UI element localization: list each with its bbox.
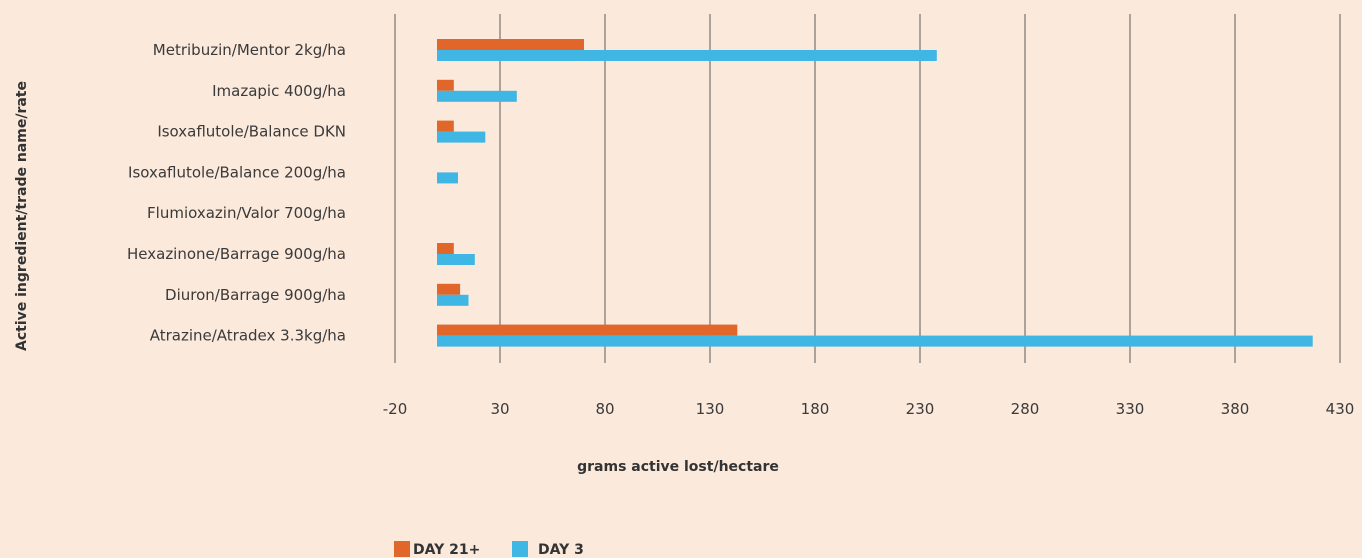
x-tick-label: 280 (1011, 400, 1040, 418)
category-label: Atrazine/Atradex 3.3kg/ha (150, 327, 346, 345)
x-tick-label: 380 (1221, 400, 1250, 418)
x-axis-title: grams active lost/hectare (577, 459, 779, 475)
bar-day-21 (437, 39, 584, 50)
bar-day-21 (437, 324, 738, 336)
bar-day-21 (437, 79, 454, 91)
x-tick-label: 130 (696, 400, 725, 418)
legend-label-day-3: DAY 3 (538, 542, 584, 558)
x-tick-label: 330 (1116, 400, 1145, 418)
bars (437, 39, 1313, 347)
category-label: Isoxaflutole/Balance DKN (157, 123, 346, 141)
category-label: Imazapic 400g/ha (212, 82, 346, 100)
legend-swatch-day-3 (512, 541, 528, 557)
category-label: Flumioxazin/Valor 700g/ha (147, 204, 346, 222)
labels: -20 30 80 130 180 230 280 330 380 430 Metribuzin/M… (127, 41, 1354, 418)
bar-day-3 (437, 90, 517, 102)
x-tick-label: 230 (906, 400, 935, 418)
bar-day-3 (437, 294, 469, 306)
grid-lines (394, 14, 1341, 363)
x-tick-label: -20 (383, 400, 408, 418)
x-tick-label: 30 (490, 400, 509, 418)
legend-swatch-day-21 (394, 541, 410, 557)
category-label: Isoxaflutole/Balance 200g/ha (128, 163, 346, 181)
bar-day-21 (437, 283, 461, 295)
category-label: Diuron/Barrage 900g/ha (165, 286, 346, 304)
legend-label-day-21: DAY 21+ (413, 542, 480, 558)
bar-day-21 (437, 243, 454, 254)
legend: DAY 21+ DAY 3 (394, 541, 584, 558)
x-tick-label: 180 (801, 400, 830, 418)
bar-day-3 (437, 335, 1313, 347)
bar-day-3 (437, 254, 475, 265)
category-label: Metribuzin/Mentor 2kg/ha (153, 41, 346, 59)
bar-day-3 (437, 131, 486, 143)
x-tick-label: 80 (595, 400, 614, 418)
y-axis-title: Active ingredient/trade name/rate (14, 81, 30, 351)
bar-day-3 (437, 172, 458, 184)
bar-day-21 (437, 120, 454, 132)
bar-day-3 (437, 50, 937, 61)
x-tick-label: 430 (1326, 400, 1355, 418)
category-label: Hexazinone/Barrage 900g/ha (127, 245, 346, 263)
